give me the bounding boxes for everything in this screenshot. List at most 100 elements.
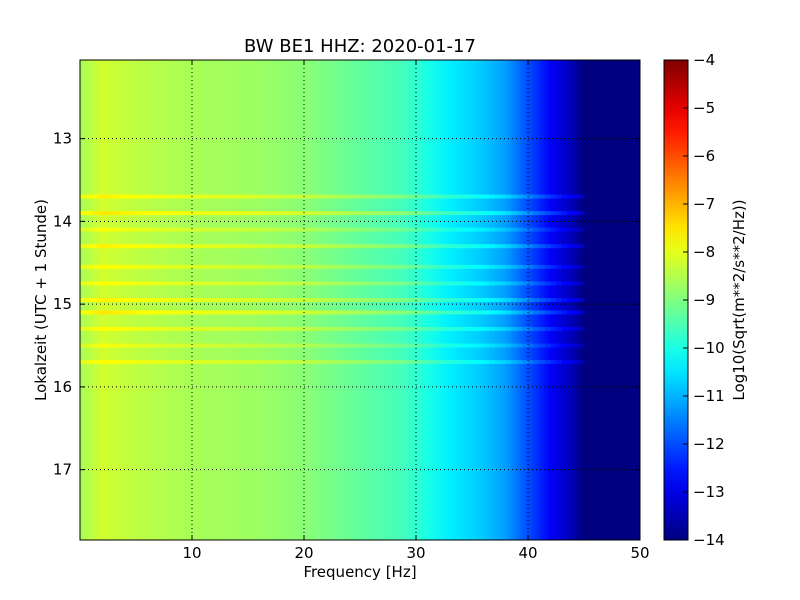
plot-frame xyxy=(79,59,641,541)
band-cell xyxy=(102,326,109,331)
band-cell xyxy=(556,360,562,365)
band-cell xyxy=(466,310,473,315)
band-cell xyxy=(96,298,103,302)
band-cell xyxy=(80,281,86,286)
band-cell xyxy=(208,264,215,269)
band-cell xyxy=(567,194,574,199)
band-cell xyxy=(102,194,109,199)
band-cell xyxy=(214,211,221,216)
band-cell xyxy=(113,310,120,315)
band-cell xyxy=(388,244,394,249)
band-cell xyxy=(320,360,327,365)
band-cell xyxy=(365,264,372,269)
band-cell xyxy=(561,211,568,216)
band-cell xyxy=(522,281,529,286)
band-cell xyxy=(477,326,484,331)
band-cell xyxy=(309,360,316,365)
band-cell xyxy=(332,264,338,269)
band-cell xyxy=(567,264,574,269)
band-cell xyxy=(169,244,176,249)
band-cell xyxy=(281,227,288,232)
band-cell xyxy=(483,310,490,315)
band-cell xyxy=(208,343,215,348)
band-cell xyxy=(561,360,568,365)
band-cell xyxy=(253,360,260,365)
band-cell xyxy=(180,326,187,331)
band-cell xyxy=(147,360,154,365)
band-cell xyxy=(292,211,299,216)
band-cell xyxy=(455,343,462,348)
band-cell xyxy=(505,194,512,199)
band-cell xyxy=(337,244,344,249)
band-cell xyxy=(119,194,126,199)
band-cell xyxy=(494,281,501,286)
band-cell xyxy=(141,310,148,315)
band-cell xyxy=(309,298,316,302)
band-cell xyxy=(472,194,478,199)
band-cell xyxy=(427,281,434,286)
band-cell xyxy=(192,211,198,216)
band-cell xyxy=(578,264,585,269)
band-cell xyxy=(236,310,243,315)
band-cell xyxy=(455,281,462,286)
band-cell xyxy=(152,244,159,249)
band-cell xyxy=(169,298,176,302)
band-cell xyxy=(320,298,327,302)
band-cell xyxy=(225,194,232,199)
band-cell xyxy=(539,343,546,348)
band-cell xyxy=(533,264,540,269)
band-cell xyxy=(119,264,126,269)
band-cell xyxy=(270,360,277,365)
band-cell xyxy=(343,211,350,216)
band-cell xyxy=(578,343,585,348)
band-cell xyxy=(281,244,288,249)
band-cell xyxy=(164,326,170,331)
band-cell xyxy=(388,343,394,348)
band-cell xyxy=(578,281,585,286)
band-cell xyxy=(399,264,406,269)
band-cell xyxy=(298,211,305,216)
band-cell xyxy=(404,360,411,365)
band-cell xyxy=(220,360,226,365)
band-cell xyxy=(427,244,434,249)
band-cell xyxy=(449,211,456,216)
band-cell xyxy=(326,326,333,331)
band-cell xyxy=(197,360,204,365)
band-cell xyxy=(192,244,198,249)
band-cell xyxy=(404,343,411,348)
band-cell xyxy=(225,227,232,232)
band-cell xyxy=(141,360,148,365)
band-cell xyxy=(236,211,243,216)
band-cell xyxy=(186,326,193,331)
spectrogram-bands xyxy=(80,194,585,365)
band-cell xyxy=(388,264,394,269)
band-cell xyxy=(354,211,361,216)
band-cell xyxy=(376,326,383,331)
band-cell xyxy=(130,227,137,232)
band-cell xyxy=(208,211,215,216)
band-cell xyxy=(264,326,271,331)
band-cell xyxy=(158,227,165,232)
band-cell xyxy=(175,343,182,348)
band-cell xyxy=(231,360,238,365)
band-cell xyxy=(505,343,512,348)
band-cell xyxy=(304,298,310,302)
band-cell xyxy=(444,211,450,216)
band-cell xyxy=(354,326,361,331)
band-cell xyxy=(298,310,305,315)
band-cell xyxy=(192,281,198,286)
band-cell xyxy=(348,227,355,232)
band-cell xyxy=(550,194,557,199)
band-cell xyxy=(320,244,327,249)
y-tick-label: 15 xyxy=(53,295,72,313)
band-cell xyxy=(421,310,428,315)
band-cell xyxy=(348,343,355,348)
band-cell xyxy=(276,194,282,199)
band-cell xyxy=(460,244,467,249)
band-cell xyxy=(449,281,456,286)
band-cell xyxy=(382,194,389,199)
band-cell xyxy=(539,360,546,365)
band-cell xyxy=(382,310,389,315)
band-cell xyxy=(455,211,462,216)
band-cell xyxy=(242,360,249,365)
